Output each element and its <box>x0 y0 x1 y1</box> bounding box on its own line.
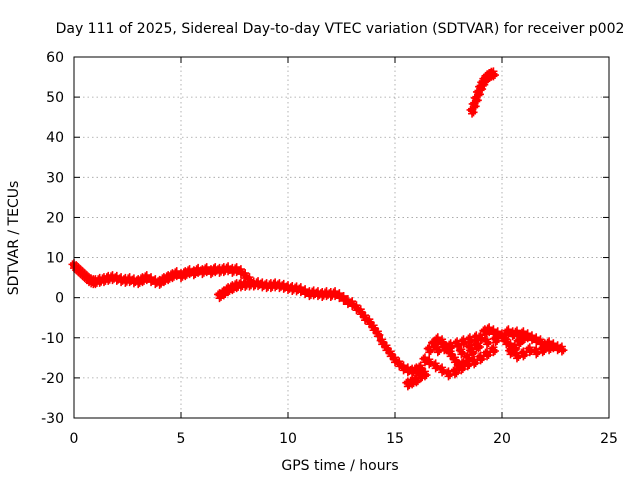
data-point <box>419 367 431 381</box>
y-tick-label: 40 <box>46 130 64 146</box>
data-point <box>511 326 523 340</box>
axes: 0 5 10 15 20 25 -30 -20 -10 0 10 20 30 40 50 60 <box>41 50 618 447</box>
data-point <box>385 347 397 361</box>
y-axis-label: SDTVAR / TECUs <box>6 181 22 296</box>
data-point <box>517 327 529 341</box>
data-point <box>451 337 463 351</box>
data-point <box>498 331 510 345</box>
x-tick-label: 20 <box>493 431 511 447</box>
plot-frame <box>73 56 610 419</box>
data-point <box>438 341 450 355</box>
chart-title: Day 111 of 2025, Sidereal Day-to-day VTE… <box>56 21 625 37</box>
y-tick-label: -20 <box>41 371 64 387</box>
data-point <box>513 335 525 349</box>
data-point <box>464 341 476 355</box>
y-tick-label: 10 <box>46 251 64 267</box>
data-point <box>524 343 536 357</box>
y-tick-label: 20 <box>46 210 64 226</box>
y-tick-label: 60 <box>46 50 64 66</box>
data-point <box>457 335 469 349</box>
data-point <box>556 342 568 356</box>
data-point <box>455 361 467 375</box>
data-point <box>423 343 435 357</box>
data-point <box>475 351 487 365</box>
y-tick-label: 30 <box>46 170 64 186</box>
data-point <box>468 355 480 369</box>
y-tick-label: -10 <box>41 331 64 347</box>
data-point <box>472 339 484 353</box>
data-point <box>449 365 461 379</box>
x-axis-label: GPS time / hours <box>281 458 398 474</box>
data-point <box>243 277 255 291</box>
data-point <box>517 347 529 361</box>
y-tick-label: 50 <box>46 90 64 106</box>
x-tick-label: 10 <box>279 431 297 447</box>
data-point <box>481 335 493 349</box>
x-tick-label: 5 <box>177 431 186 447</box>
data-point <box>490 333 502 347</box>
data-points <box>68 67 568 391</box>
x-tick-label: 0 <box>70 431 79 447</box>
data-point <box>455 345 467 359</box>
data-point <box>537 343 549 357</box>
y-tick-label: 0 <box>55 291 64 307</box>
x-tick-label: 15 <box>386 431 404 447</box>
data-point <box>481 347 493 361</box>
data-point <box>487 343 499 357</box>
data-point <box>543 341 555 355</box>
y-tick-label: -30 <box>41 411 64 427</box>
data-point <box>436 363 448 377</box>
x-tick-label: 25 <box>600 431 618 447</box>
data-point <box>487 67 499 81</box>
data-point <box>372 327 384 341</box>
data-point <box>286 281 298 295</box>
data-point <box>380 341 392 355</box>
